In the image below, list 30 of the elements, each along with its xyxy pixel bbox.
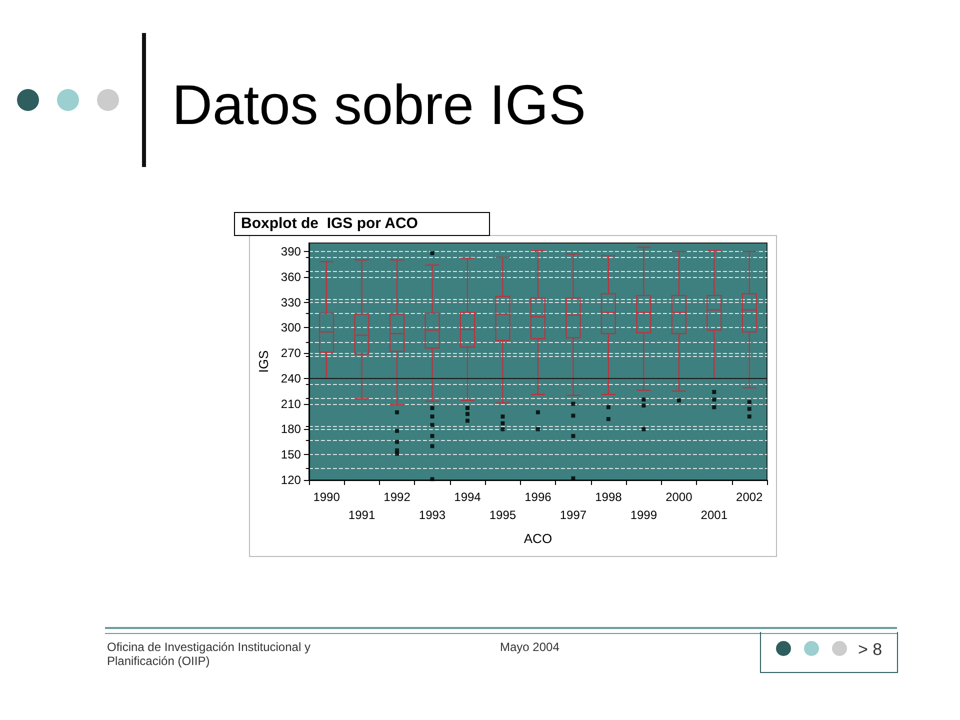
text: Mayo 2004 bbox=[500, 640, 560, 654]
x-tick-label: 1999 bbox=[630, 508, 658, 522]
y-tick-label: 150 bbox=[280, 448, 302, 462]
text: Oficina de Investigación Institucional y Planificación (OIIP) bbox=[107, 640, 312, 668]
x-axis-title: ACO bbox=[524, 531, 552, 546]
x-tick-label: 2001 bbox=[700, 508, 728, 522]
chart-subtitle: Boxplot de IGS por ACO bbox=[234, 212, 490, 236]
y-tick-label: 300 bbox=[280, 320, 302, 335]
y-tick-label: 330 bbox=[280, 295, 302, 310]
y-tick-label: 240 bbox=[280, 371, 302, 386]
x-tick-label: 2002 bbox=[736, 490, 764, 504]
y-tick-label: 270 bbox=[280, 346, 302, 360]
x-tick-label: 1998 bbox=[595, 490, 622, 504]
y-tick-label: 120 bbox=[280, 473, 302, 487]
y-tick-label: 210 bbox=[280, 396, 302, 411]
x-tick-label: 1996 bbox=[524, 490, 552, 504]
y-tick-label: 390 bbox=[280, 244, 302, 258]
x-tick-label: 1990 bbox=[313, 490, 340, 504]
y-axis-title: IGS bbox=[256, 350, 271, 373]
x-tick-label: 2000 bbox=[666, 490, 693, 504]
x-tick-label: 1995 bbox=[489, 508, 516, 522]
x-tick-label: 1997 bbox=[560, 508, 587, 522]
x-tick-label: 1994 bbox=[454, 490, 482, 504]
x-tick-label: 1991 bbox=[348, 508, 376, 522]
x-tick-label: 1993 bbox=[418, 508, 446, 522]
x-tick-label: 1992 bbox=[384, 490, 411, 504]
chart-title: Datos sobre IGS bbox=[172, 72, 586, 137]
y-tick-label: 180 bbox=[280, 422, 302, 436]
text: > 8 bbox=[858, 640, 882, 660]
y-tick-label: 360 bbox=[280, 270, 302, 284]
